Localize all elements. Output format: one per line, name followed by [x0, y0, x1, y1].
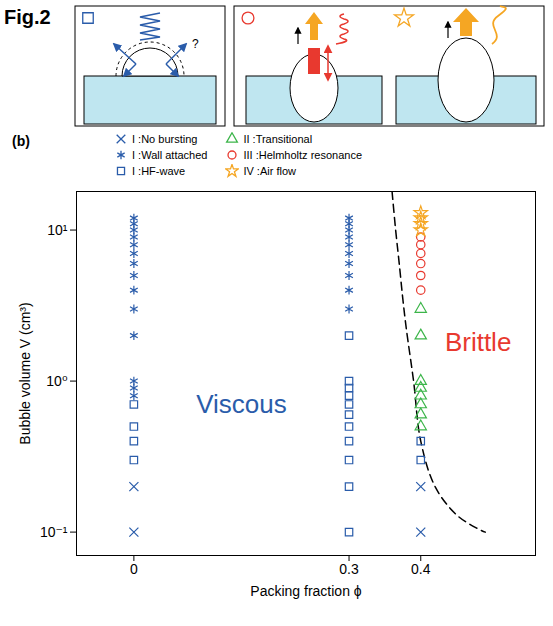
html-text:III :Helmholtz resonance: III :Helmholtz resonance	[243, 149, 362, 161]
svg-text:0.4: 0.4	[411, 561, 431, 577]
html-text:(b): (b)	[12, 133, 30, 149]
svg-text:10¹: 10¹	[47, 222, 68, 238]
svg-text:0.3: 0.3	[339, 561, 359, 577]
svg-text:Brittle: Brittle	[445, 327, 511, 357]
svg-text:Packing fraction ϕ: Packing fraction ϕ	[250, 583, 361, 599]
svg-text:10⁰: 10⁰	[46, 373, 68, 389]
svg-text:Bubble volume V (cm³): Bubble volume V (cm³)	[17, 302, 33, 444]
svg-text:10⁻¹: 10⁻¹	[40, 524, 68, 540]
html-text:I :No bursting: I :No bursting	[132, 133, 198, 145]
html-text:I :HF-wave: I :HF-wave	[132, 165, 186, 177]
html-text:Fig.2: Fig.2	[4, 6, 51, 28]
html-text:I :Wall attached: I :Wall attached	[132, 149, 208, 161]
html-text:IV :Air flow: IV :Air flow	[243, 165, 296, 177]
svg-text:Viscous: Viscous	[196, 389, 287, 419]
html-text:II :Transitional: II :Transitional	[243, 133, 313, 145]
svg-text:?: ?	[192, 37, 199, 51]
svg-text:0: 0	[130, 561, 138, 577]
